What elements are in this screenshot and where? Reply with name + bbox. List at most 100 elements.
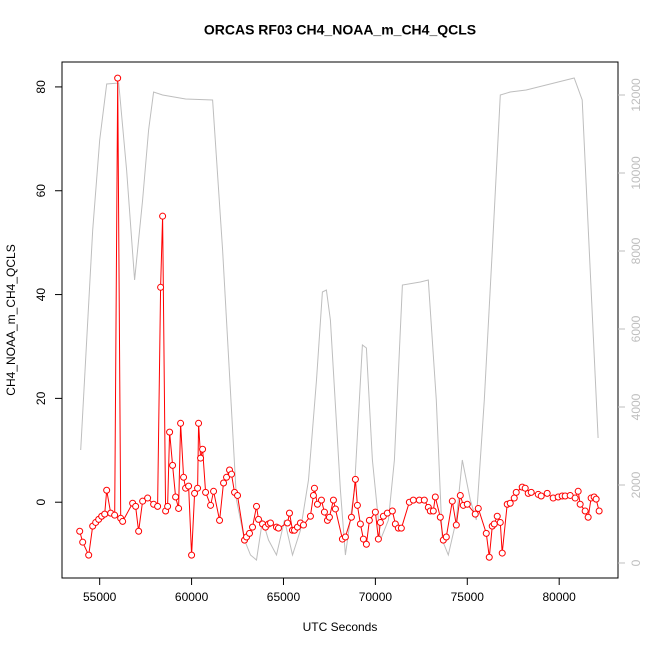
x-axis-label: UTC Seconds — [303, 620, 378, 634]
data-point — [234, 491, 242, 499]
data-point — [341, 533, 349, 541]
y2-tick-label: 10000 — [629, 156, 643, 190]
y-tick-label: 80 — [34, 80, 48, 94]
data-point — [185, 482, 193, 490]
x-tick-label: 80000 — [542, 590, 576, 604]
data-point — [448, 497, 456, 505]
data-point — [310, 484, 318, 492]
y2-tick-label: 0 — [629, 559, 643, 566]
data-point — [216, 516, 224, 524]
data-point — [356, 520, 364, 528]
data-point — [197, 454, 205, 462]
data-point — [223, 473, 231, 481]
data-point — [490, 520, 498, 528]
y2-tick-label: 6000 — [629, 315, 643, 342]
data-point — [420, 496, 428, 504]
data-point — [351, 475, 359, 483]
data-point — [220, 479, 228, 487]
data-point — [191, 489, 199, 497]
data-point — [283, 519, 291, 527]
data-point — [157, 283, 165, 291]
data-point — [471, 510, 479, 518]
data-point — [249, 523, 257, 531]
data-point — [510, 494, 518, 502]
y-tick-label: 60 — [34, 184, 48, 198]
data-point — [317, 496, 325, 504]
data-point — [166, 428, 174, 436]
data-point — [154, 502, 162, 510]
data-point — [347, 513, 355, 521]
data-point — [429, 507, 437, 515]
data-point — [527, 488, 535, 496]
data-point — [521, 484, 529, 492]
data-point — [581, 507, 589, 515]
data-point — [159, 212, 167, 220]
data-point — [76, 527, 84, 535]
data-point — [365, 516, 373, 524]
data-point — [202, 488, 210, 496]
data-point — [436, 513, 444, 521]
y2-tick-label: 8000 — [629, 237, 643, 264]
data-point — [169, 461, 177, 469]
data-point — [164, 502, 172, 510]
x-tick-label: 70000 — [359, 590, 393, 604]
x-tick-label: 60000 — [175, 590, 209, 604]
data-point — [135, 527, 143, 535]
data-point — [512, 488, 520, 496]
data-point — [111, 511, 119, 519]
data-point — [571, 494, 579, 502]
data-point — [172, 493, 180, 501]
data-point — [114, 74, 122, 82]
data-point — [376, 518, 384, 526]
data-point — [388, 507, 396, 515]
data-point — [306, 512, 314, 520]
data-point — [409, 496, 417, 504]
chart-title: ORCAS RF03 CH4_NOAA_m_CH4_QCLS — [204, 22, 476, 38]
data-point — [228, 470, 236, 478]
data-point — [397, 524, 405, 532]
y2-tick-label: 4000 — [629, 393, 643, 420]
data-point — [493, 512, 501, 520]
data-point — [195, 419, 203, 427]
y-tick-label: 0 — [34, 499, 48, 506]
data-point — [482, 529, 490, 537]
data-point — [496, 518, 504, 526]
data-point — [132, 502, 140, 510]
y-tick-label: 20 — [34, 391, 48, 405]
data-point — [253, 502, 261, 510]
y-axis-label: CH4_NOAA_m_CH4_QCLS — [4, 244, 18, 395]
data-point — [325, 513, 333, 521]
data-point — [543, 489, 551, 497]
series-line — [79, 78, 600, 558]
data-point — [103, 486, 111, 494]
y2-tick-label: 2000 — [629, 471, 643, 498]
data-point — [188, 551, 196, 559]
data-point — [313, 500, 321, 508]
data-point — [595, 507, 603, 515]
data-point — [85, 551, 93, 559]
data-point — [180, 473, 188, 481]
series-line — [80, 77, 599, 561]
data-point — [456, 491, 464, 499]
data-point — [309, 491, 317, 499]
data-point — [485, 553, 493, 561]
data-point — [285, 509, 293, 517]
x-tick-label: 65000 — [267, 590, 301, 604]
data-point — [331, 505, 339, 513]
y-tick-label: 40 — [34, 288, 48, 302]
y2-tick-label: 12000 — [629, 78, 643, 112]
data-point — [574, 487, 582, 495]
data-point — [246, 529, 254, 537]
data-point — [374, 535, 382, 543]
data-point — [592, 495, 600, 503]
data-point — [474, 504, 482, 512]
data-point — [537, 492, 545, 500]
data-point — [207, 501, 215, 509]
data-point — [177, 419, 185, 427]
data-point — [144, 494, 152, 502]
data-point — [101, 510, 109, 518]
x-tick-label: 55000 — [83, 590, 117, 604]
data-point — [267, 519, 275, 527]
data-point — [506, 499, 514, 507]
